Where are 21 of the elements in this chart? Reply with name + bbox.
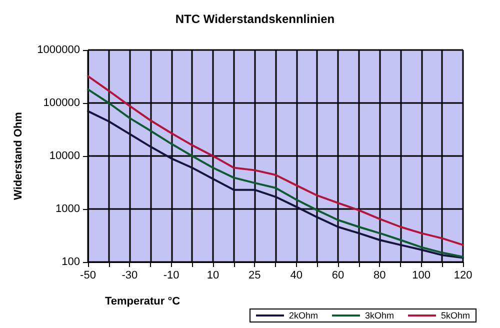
y-tick-label: 100 <box>62 256 80 268</box>
y-tick-label: 1000000 <box>37 44 80 56</box>
x-axis-title: Temperatur °C <box>104 296 180 308</box>
x-tick-label: 40 <box>290 270 302 282</box>
legend-label: 5kOhm <box>441 310 470 320</box>
x-tick-label: 25 <box>248 270 261 282</box>
chart-title: NTC Widerstandskennlinien <box>175 12 335 26</box>
x-tick-label: 80 <box>374 270 386 282</box>
x-tick-label: -10 <box>163 270 180 282</box>
x-tick-label: 10 <box>206 270 220 282</box>
y-tick-label: 100000 <box>43 97 80 109</box>
y-axis-title: Widerstand Ohm <box>12 112 24 200</box>
x-tick-label: 100 <box>412 270 431 282</box>
legend-label: 3kOhm <box>365 310 394 320</box>
y-tick-label: 1000 <box>56 203 80 215</box>
x-tick-label: -30 <box>122 270 138 282</box>
x-tick-label: 60 <box>332 270 344 282</box>
x-tick-label: -50 <box>80 270 96 282</box>
y-tick-label: 10000 <box>49 150 80 162</box>
x-tick-label: 120 <box>454 270 472 282</box>
legend-label: 2kOhm <box>289 310 318 320</box>
